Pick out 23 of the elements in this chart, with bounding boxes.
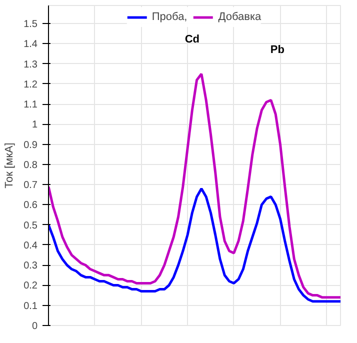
annotation: Cd (184, 34, 200, 46)
line-series (48, 72, 340, 299)
y-tick-label: 1.5 (24, 19, 38, 30)
legend-label: Добавка (218, 11, 262, 23)
y-tick-label: 0.4 (24, 240, 38, 252)
y-tick-label: 0.5 (24, 220, 38, 232)
annotation: Pb (270, 44, 285, 56)
y-tick-label: 0.6 (24, 200, 38, 212)
y-tick-label: 0.2 (24, 280, 38, 292)
legend-label: Проба, (152, 11, 188, 23)
y-tick-label: 1 (32, 120, 38, 131)
y-tick-label: 0.8 (24, 160, 38, 171)
y-tick-label: 1.2 (24, 79, 38, 90)
y-axis-title: Ток [мкА] (4, 142, 16, 188)
y-tick-label: 0 (32, 321, 38, 332)
y-tick-label: 1.1 (24, 100, 38, 111)
line-series (48, 187, 340, 303)
y-tick-label: 1.4 (24, 39, 38, 50)
y-tick-label: 0.1 (24, 300, 38, 312)
y-tick-label: 0.9 (24, 140, 38, 151)
y-tick-label: 0.3 (24, 260, 38, 272)
y-tick-label: 0.7 (24, 180, 38, 192)
y-tick-label: 1.3 (24, 59, 38, 70)
